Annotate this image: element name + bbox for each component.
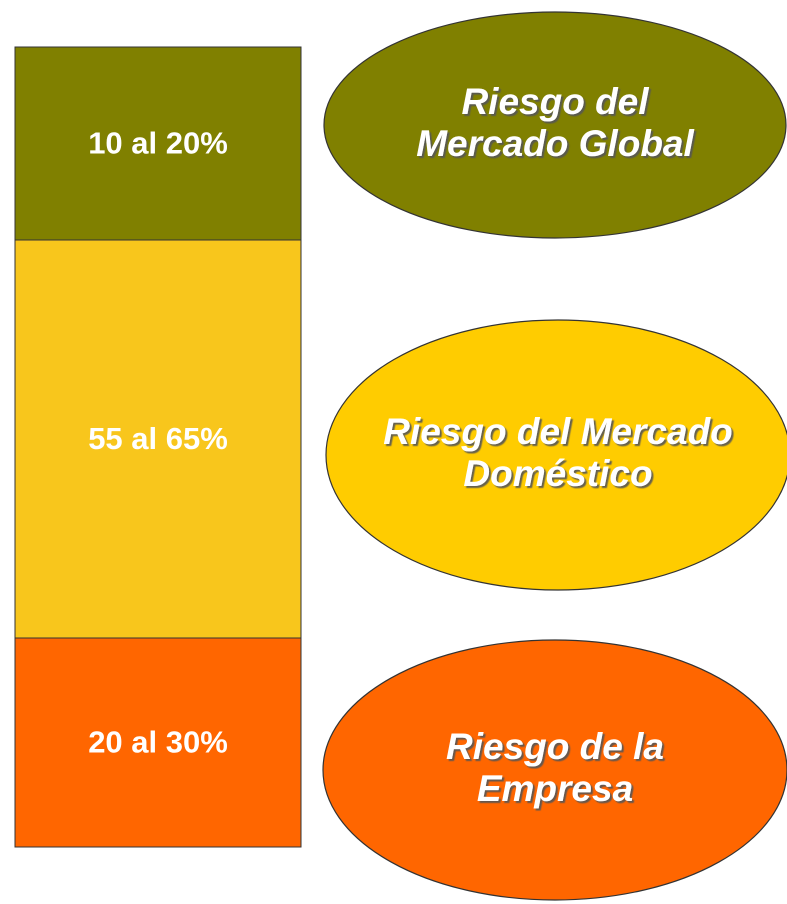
- risk-ellipse: [322, 639, 787, 901]
- segment: [14, 637, 302, 848]
- risk-label: Riesgo de la: [446, 726, 664, 767]
- segment: [14, 239, 302, 639]
- risk-label: Mercado Global: [416, 123, 694, 164]
- segment-label: 10 al 20%: [88, 126, 228, 161]
- risk-label: Riesgo del Mercado: [383, 411, 733, 452]
- risk-label: Empresa: [477, 768, 633, 809]
- segment-label: 55 al 65%: [88, 421, 228, 456]
- risk-label: Doméstico: [463, 453, 652, 494]
- segment: [14, 46, 302, 241]
- risk-ellipse: [325, 319, 787, 591]
- risk-ellipse: [323, 11, 787, 239]
- segment-label: 20 al 30%: [88, 725, 228, 760]
- risk-label: Riesgo del: [461, 81, 649, 122]
- content: 10 al 20% 55 al 65% 20 al 30% Riesgo delMer…: [14, 11, 787, 901]
